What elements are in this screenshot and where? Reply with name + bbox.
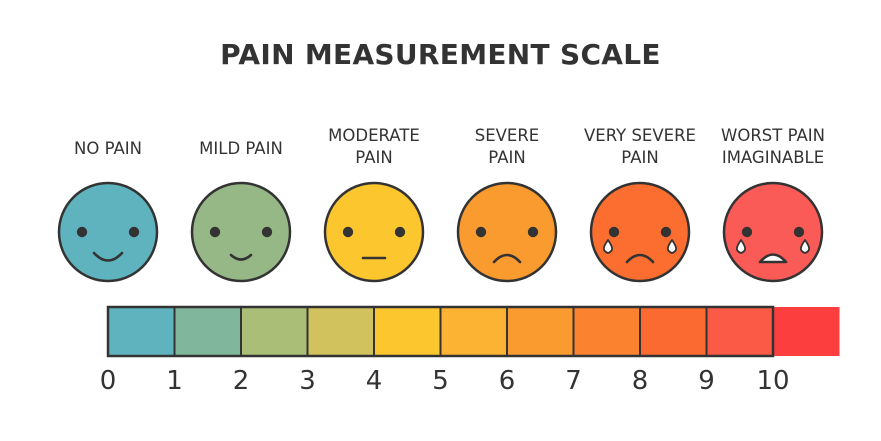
level-label-0: NO PAIN <box>43 138 173 160</box>
face-2-icon <box>323 181 425 283</box>
level-label-line: IMAGINABLE <box>721 148 825 167</box>
right-eye <box>793 226 805 238</box>
face-0-icon <box>57 181 159 283</box>
mouth <box>229 253 253 261</box>
scale-tick-2: 2 <box>232 366 250 396</box>
left-eye <box>76 226 88 238</box>
level-label-line: WORST PAIN <box>721 126 825 145</box>
scale-tick-4: 4 <box>365 366 383 396</box>
face-outline <box>589 181 691 283</box>
level-label-5: WORST PAIN IMAGINABLE <box>708 125 838 169</box>
level-label-3: SEVERE PAIN <box>442 125 572 169</box>
page-title: PAIN MEASUREMENT SCALE <box>220 38 661 71</box>
level-label-line: PAIN <box>355 148 393 167</box>
face-outline <box>456 181 558 283</box>
mouth <box>625 253 655 264</box>
scale-tick-0: 0 <box>99 366 117 396</box>
scale-tick-6: 6 <box>498 366 516 396</box>
face-outline <box>57 181 159 283</box>
scale-segment-8 <box>640 307 707 356</box>
scale-tick-9: 9 <box>698 366 715 396</box>
tear-icon <box>602 239 614 254</box>
tear-icon <box>799 239 811 254</box>
face-3-icon <box>456 181 558 283</box>
scale-segment-10 <box>773 307 840 356</box>
face-1-icon <box>190 181 292 283</box>
face-4-icon <box>589 181 691 283</box>
level-label-line: VERY SEVERE <box>584 126 696 145</box>
scale-segment-9 <box>706 307 773 356</box>
face-5-icon <box>722 181 824 283</box>
left-eye <box>475 226 487 238</box>
level-label-line: NO PAIN <box>74 139 142 158</box>
scale-segment-0 <box>108 307 175 356</box>
right-eye <box>128 226 140 238</box>
mouth <box>92 251 124 262</box>
left-eye <box>342 226 354 238</box>
face-outline <box>190 181 292 283</box>
level-label-line: MILD PAIN <box>199 139 283 158</box>
level-label-line: SEVERE <box>474 126 540 145</box>
mouth <box>758 253 788 264</box>
left-eye <box>608 226 620 238</box>
mouth <box>492 253 522 264</box>
scale-segment-7 <box>573 307 640 356</box>
scale-segment-2 <box>241 307 308 356</box>
scale-segment-3 <box>307 307 374 356</box>
face-outline <box>323 181 425 283</box>
right-eye <box>394 226 406 238</box>
scale-segment-5 <box>440 307 507 356</box>
scale-tick-8: 8 <box>631 366 649 396</box>
scale-segment-6 <box>507 307 574 356</box>
scale-tick-3: 3 <box>299 366 316 396</box>
scale-segment-4 <box>374 307 441 356</box>
level-label-1: MILD PAIN <box>176 138 306 160</box>
scale-segment-1 <box>174 307 241 356</box>
level-label-4: VERY SEVERE PAIN <box>575 125 705 169</box>
tear-icon <box>666 239 678 254</box>
level-label-line: PAIN <box>621 148 659 167</box>
right-eye <box>660 226 672 238</box>
scale-tick-1: 1 <box>166 366 183 396</box>
scale-outline <box>106 305 775 358</box>
left-eye <box>741 226 753 238</box>
level-label-2: MODERATE PAIN <box>309 125 439 169</box>
scale-tick-10: 10 <box>756 366 790 396</box>
face-outline <box>722 181 824 283</box>
right-eye <box>527 226 539 238</box>
level-label-line: MODERATE <box>328 126 420 145</box>
level-label-line: PAIN <box>488 148 526 167</box>
tear-icon <box>735 239 747 254</box>
left-eye <box>209 226 221 238</box>
right-eye <box>261 226 273 238</box>
scale-tick-5: 5 <box>432 366 449 396</box>
scale-tick-7: 7 <box>565 366 582 396</box>
